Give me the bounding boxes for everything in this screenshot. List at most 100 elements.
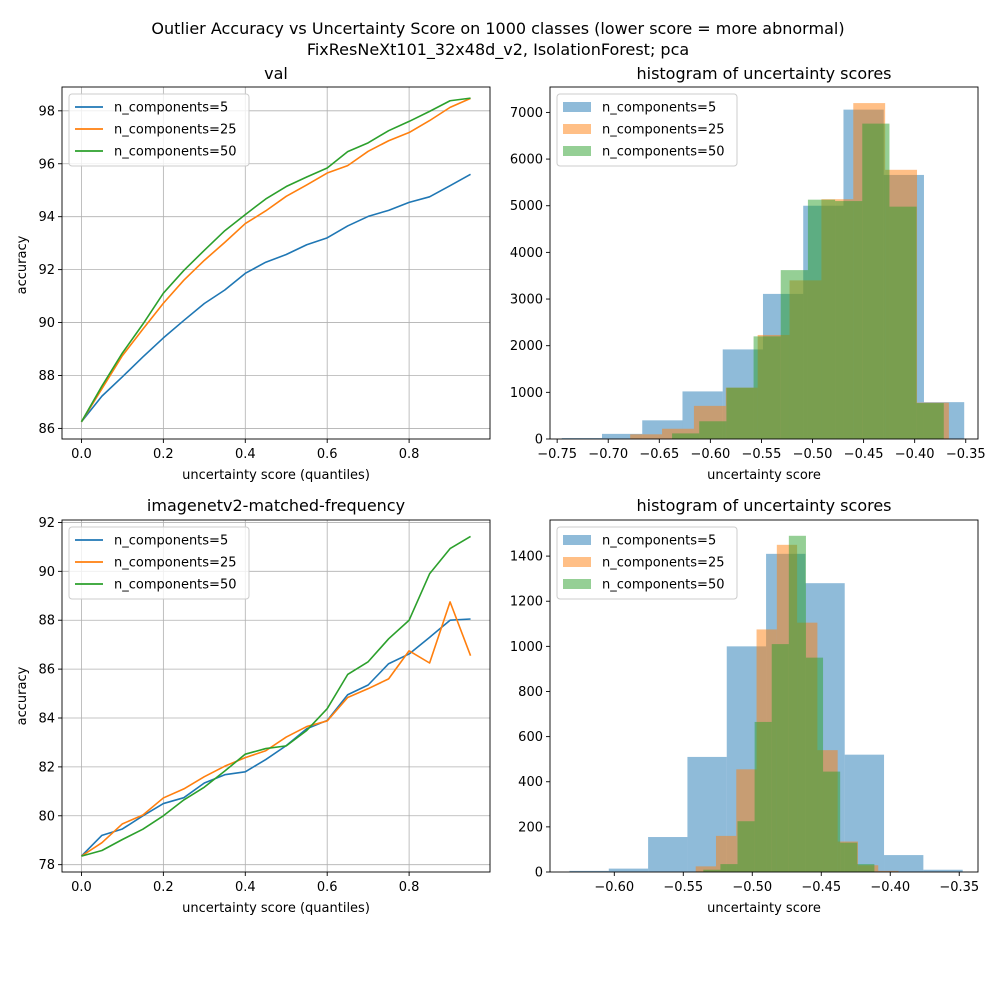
x-tick-label: −0.75 xyxy=(537,447,577,462)
axes-frame xyxy=(61,519,491,873)
x-tick-label: −0.60 xyxy=(690,447,730,462)
series-line xyxy=(80,618,471,857)
x-tick-label: −0.55 xyxy=(663,880,703,895)
legend: n_components=5 n_components=25 n_component… xyxy=(68,93,250,167)
y-axis-label: accuracy xyxy=(15,666,30,725)
series-line xyxy=(80,173,471,423)
axes-3: −0.60 −0.55 −0.50 −0.45 −0.40 −0.35 0 200 400 600… xyxy=(510,519,979,895)
y-tick-label: 90 xyxy=(38,565,55,580)
legend-entry-label: n_components=50 xyxy=(602,578,725,593)
legend-entry-label: n_components=5 xyxy=(114,534,228,549)
legend: n_components=5 n_components=25 n_component… xyxy=(556,526,738,600)
y-tick-label: 1000 xyxy=(510,386,543,401)
histogram-bar xyxy=(923,869,963,872)
y-tick-label: 4000 xyxy=(510,246,543,261)
legend-frame xyxy=(556,526,738,600)
axes-0: 0.0 0.2 0.4 0.6 0.8 86 88 90 92 94 96 98 n_component… xyxy=(38,86,491,462)
histogram-bar xyxy=(703,869,721,872)
legend-entry-label: n_components=5 xyxy=(114,101,228,116)
x-tick-label: 0.0 xyxy=(71,880,92,895)
x-tick-label: 0.6 xyxy=(317,447,338,462)
axes-frame xyxy=(61,86,491,440)
x-tick-label: −0.65 xyxy=(639,447,679,462)
y-tick-label: 84 xyxy=(38,712,55,727)
legend: n_components=5 n_components=25 n_component… xyxy=(556,93,738,167)
legend-swatch xyxy=(563,557,591,567)
histogram-bar xyxy=(916,403,944,439)
legend-entry-label: n_components=25 xyxy=(602,556,725,571)
subplot-imagenetv2-histogram: histogram of uncertainty scores uncertai… xyxy=(636,496,891,916)
histogram-bar xyxy=(807,199,836,439)
x-tick-label: −0.40 xyxy=(870,880,910,895)
x-tick-label: 0.4 xyxy=(235,447,256,462)
y-tick-label: 800 xyxy=(518,685,543,700)
y-tick-label: 92 xyxy=(38,263,55,278)
y-tick-label: 5000 xyxy=(510,199,543,214)
x-tick-label: −0.45 xyxy=(801,880,841,895)
y-tick-label: 78 xyxy=(38,858,55,873)
y-tick-label: 200 xyxy=(518,820,543,835)
histogram-bar xyxy=(699,421,727,439)
y-tick-label: 98 xyxy=(38,104,55,119)
histogram-bar xyxy=(788,535,806,872)
histogram-bar xyxy=(771,644,789,872)
y-tick-label: 90 xyxy=(38,316,55,331)
subplot-title: val xyxy=(264,64,288,83)
histogram-bar xyxy=(630,434,663,439)
x-axis-label: uncertainty score xyxy=(707,901,821,916)
y-tick-label: 88 xyxy=(38,369,55,384)
legend: n_components=5 n_components=25 n_component… xyxy=(68,526,250,600)
histogram-bar xyxy=(780,270,808,439)
y-tick-label: 2000 xyxy=(510,339,543,354)
x-tick-label: −0.35 xyxy=(946,447,986,462)
y-tick-label: 96 xyxy=(38,157,55,172)
legend-swatch xyxy=(563,146,591,156)
histogram-bar xyxy=(889,206,917,439)
plot-area xyxy=(80,535,472,857)
histogram-bar xyxy=(857,864,875,872)
histogram-bar xyxy=(737,821,755,872)
histogram-bar xyxy=(715,835,737,872)
subplot-imagenetv2: imagenetv2-matched-frequency uncertainty… xyxy=(15,496,405,916)
histogram-bar xyxy=(753,336,781,439)
y-tick-label: 7000 xyxy=(510,106,543,121)
subplot-val-histogram: histogram of uncertainty scores uncertai… xyxy=(636,64,891,483)
histogram-bar xyxy=(569,870,609,872)
histogram-bar xyxy=(561,438,602,439)
histogram-bar xyxy=(840,842,858,872)
histogram-bar xyxy=(862,123,890,439)
histogram-bar xyxy=(878,870,899,872)
legend-entry-label: n_components=50 xyxy=(602,145,725,160)
series-line xyxy=(81,601,472,857)
histogram-bar xyxy=(884,855,924,872)
subplot-title: imagenetv2-matched-frequency xyxy=(147,496,405,515)
x-tick-label: 0.2 xyxy=(153,447,174,462)
y-tick-label: 82 xyxy=(38,760,55,775)
y-tick-label: 3000 xyxy=(510,293,543,308)
histogram-bar xyxy=(672,433,700,439)
y-tick-label: 0 xyxy=(535,433,543,448)
x-tick-label: 0.2 xyxy=(153,880,174,895)
histogram-bar xyxy=(823,771,841,872)
y-tick-label: 1000 xyxy=(510,640,543,655)
legend-entry-label: n_components=50 xyxy=(114,145,237,160)
x-tick-label: −0.60 xyxy=(594,880,634,895)
legend-frame xyxy=(68,526,250,600)
histogram-bar xyxy=(608,868,649,872)
y-tick-label: 400 xyxy=(518,775,543,790)
axes-frame xyxy=(549,86,979,440)
axes-1: −0.75 −0.70 −0.65 −0.60 −0.55 −0.50 −0.45 −0.40… xyxy=(510,86,986,462)
plot-area xyxy=(561,103,965,439)
legend-entry-label: n_components=25 xyxy=(114,556,237,571)
y-tick-label: 86 xyxy=(38,663,55,678)
histogram-bar xyxy=(695,866,716,872)
x-axis-label: uncertainty score (quantiles) xyxy=(182,468,370,483)
legend-entry-label: n_components=5 xyxy=(602,101,716,116)
legend-entry-label: n_components=5 xyxy=(602,534,716,549)
y-tick-label: 94 xyxy=(38,210,55,225)
y-tick-label: 6000 xyxy=(510,153,543,168)
legend-entry-label: n_components=25 xyxy=(114,123,237,138)
figure-suptitle-line1: Outlier Accuracy vs Uncertainty Score on… xyxy=(151,19,844,38)
x-tick-label: −0.35 xyxy=(939,880,979,895)
legend-frame xyxy=(68,93,250,167)
